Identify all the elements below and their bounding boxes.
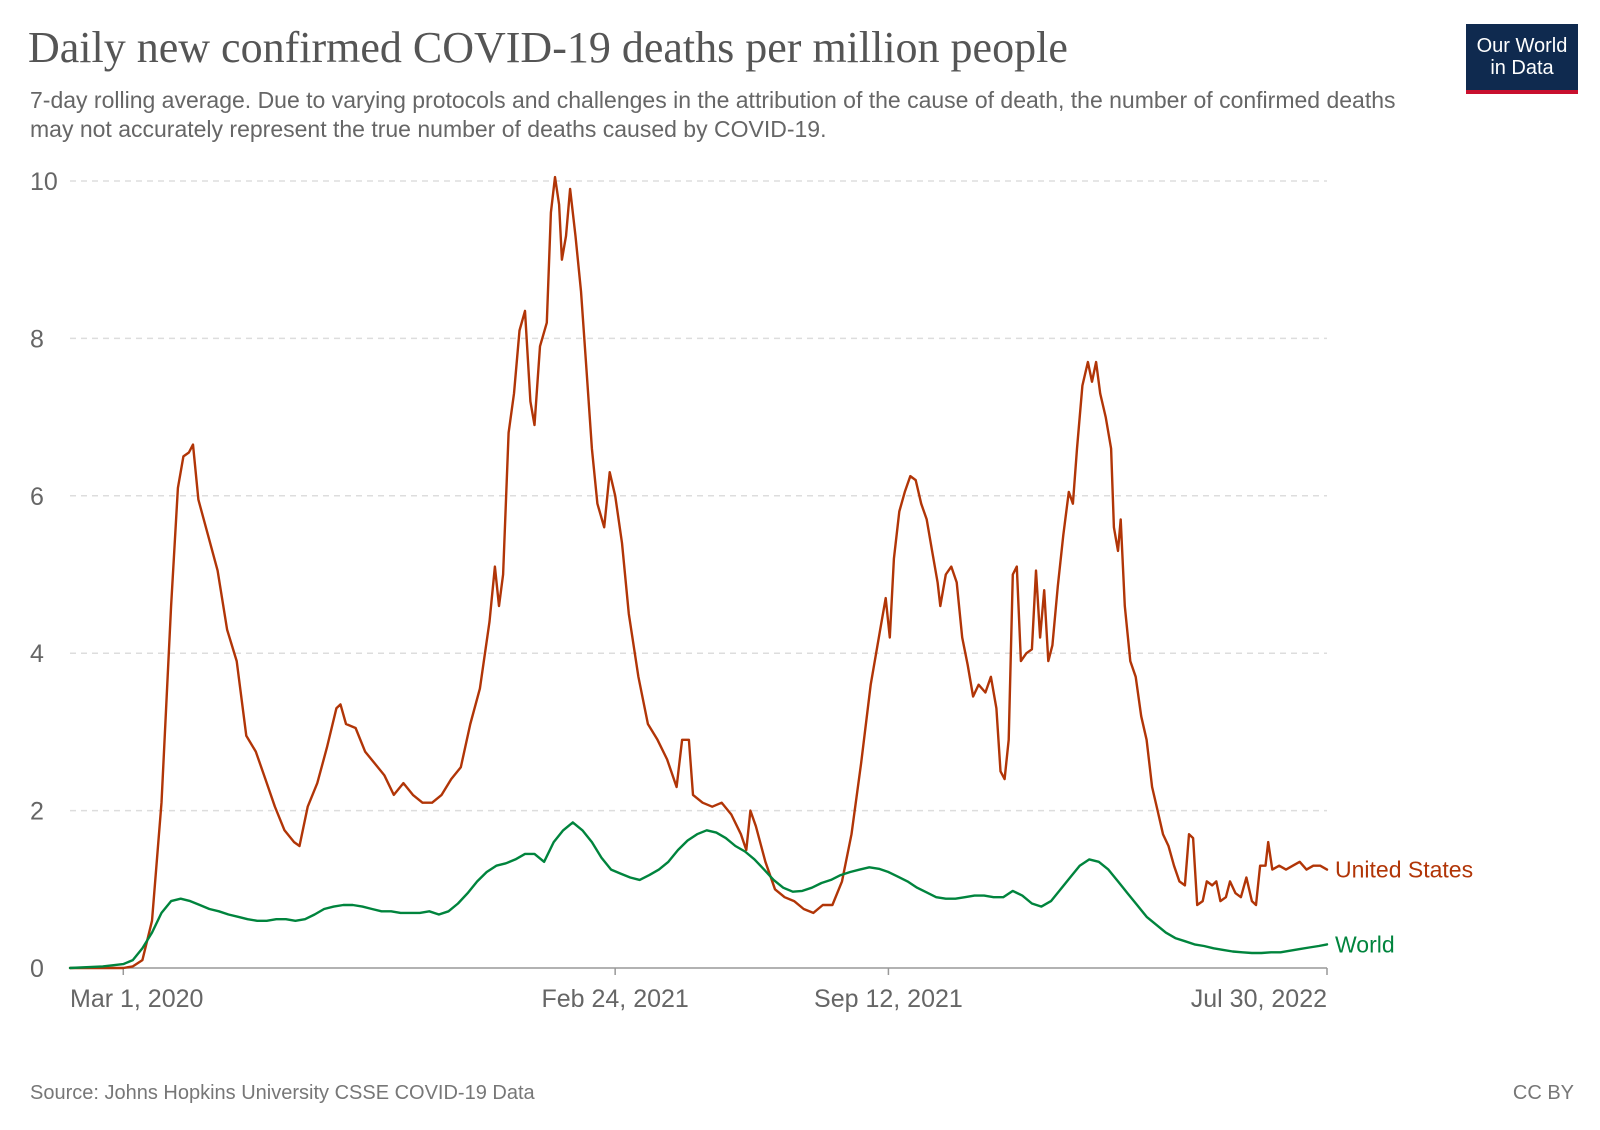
logo-line-1: Our World — [1476, 35, 1568, 57]
series-label-world[interactable]: World — [1335, 931, 1395, 957]
x-tick-label: Mar 1, 2020 — [70, 985, 203, 1013]
y-tick-label: 10 — [30, 168, 58, 196]
y-tick-label: 0 — [30, 955, 44, 983]
axes: 0 2 4 6 8 10 Mar 1, 2020 Feb 24, 2021 Sep 12, 20… — [30, 168, 1328, 1013]
series-line-united-states[interactable] — [68, 175, 1329, 970]
series-lines — [68, 175, 1329, 970]
series-line-world[interactable] — [68, 821, 1329, 970]
series-labels: United States World — [1335, 857, 1473, 958]
y-tick-label: 2 — [30, 798, 44, 826]
license-link[interactable]: CC BY — [1512, 1082, 1574, 1104]
y-tick-label: 6 — [30, 483, 44, 511]
gridlines — [70, 180, 1327, 812]
x-tick-label: Sep 12, 2021 — [814, 985, 963, 1013]
chart-subtitle: 7-day rolling average. Due to varying pr… — [30, 87, 1396, 142]
y-tick-label: 4 — [30, 640, 44, 668]
our-world-in-data-logo[interactable]: Our World in Data — [1466, 24, 1578, 94]
source-note: Source: Johns Hopkins University CSSE CO… — [30, 1082, 535, 1104]
logo-line-2: in Data — [1490, 57, 1554, 79]
x-tick-label: Jul 30, 2022 — [1191, 985, 1327, 1013]
series-label-united-states[interactable]: United States — [1335, 857, 1473, 883]
y-tick-label: 8 — [30, 325, 44, 353]
chart-title: Daily new confirmed COVID-19 deaths per … — [28, 23, 1068, 72]
x-tick-label: Feb 24, 2021 — [541, 985, 688, 1013]
